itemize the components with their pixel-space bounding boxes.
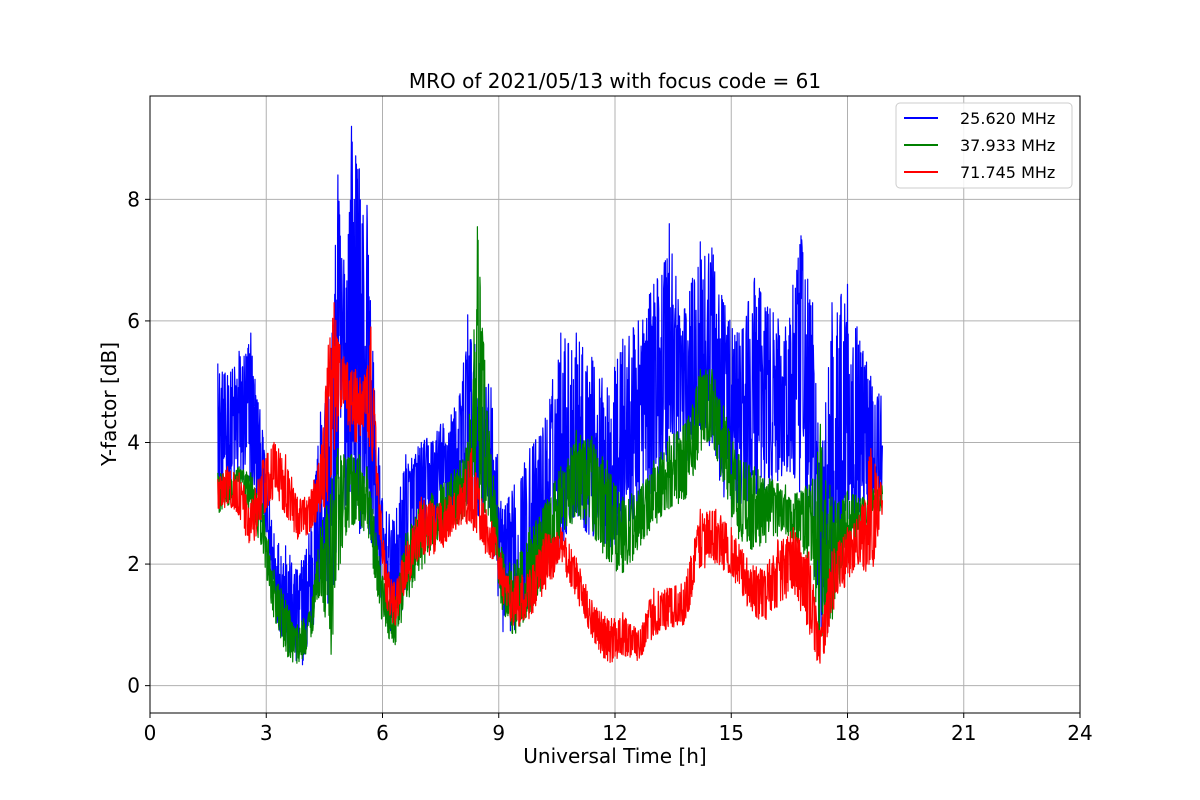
series-layer xyxy=(217,125,883,666)
y-tick-label: 6 xyxy=(127,309,140,333)
y-tick-label: 4 xyxy=(127,430,140,454)
x-tick-label: 12 xyxy=(602,721,627,745)
y-tick-label: 8 xyxy=(127,187,140,211)
x-axis-label: Universal Time [h] xyxy=(523,744,706,768)
x-tick-label: 21 xyxy=(951,721,976,745)
chart-title: MRO of 2021/05/13 with focus code = 61 xyxy=(409,69,821,93)
legend-label-37-933-mhz: 37.933 MHz xyxy=(960,136,1055,155)
x-tick-label: 6 xyxy=(376,721,389,745)
x-tick-label: 0 xyxy=(144,721,157,745)
legend: 25.620 MHz 37.933 MHz 71.745 MHz xyxy=(895,102,1073,189)
x-tick-label: 15 xyxy=(719,721,744,745)
x-tick-label: 3 xyxy=(260,721,273,745)
series-line-71-745-mhz xyxy=(217,302,883,664)
legend-box xyxy=(895,102,1073,189)
x-tick-label: 18 xyxy=(835,721,860,745)
x-tick-label: 9 xyxy=(492,721,505,745)
y-tick-label: 2 xyxy=(127,552,140,576)
y-tick-label: 0 xyxy=(127,674,140,698)
x-tick-label: 24 xyxy=(1067,721,1092,745)
legend-label-71-745-mhz: 71.745 MHz xyxy=(960,163,1055,182)
y-axis-label: Y-factor [dB] xyxy=(97,342,121,467)
legend-label-25-620-mhz: 25.620 MHz xyxy=(960,109,1055,128)
